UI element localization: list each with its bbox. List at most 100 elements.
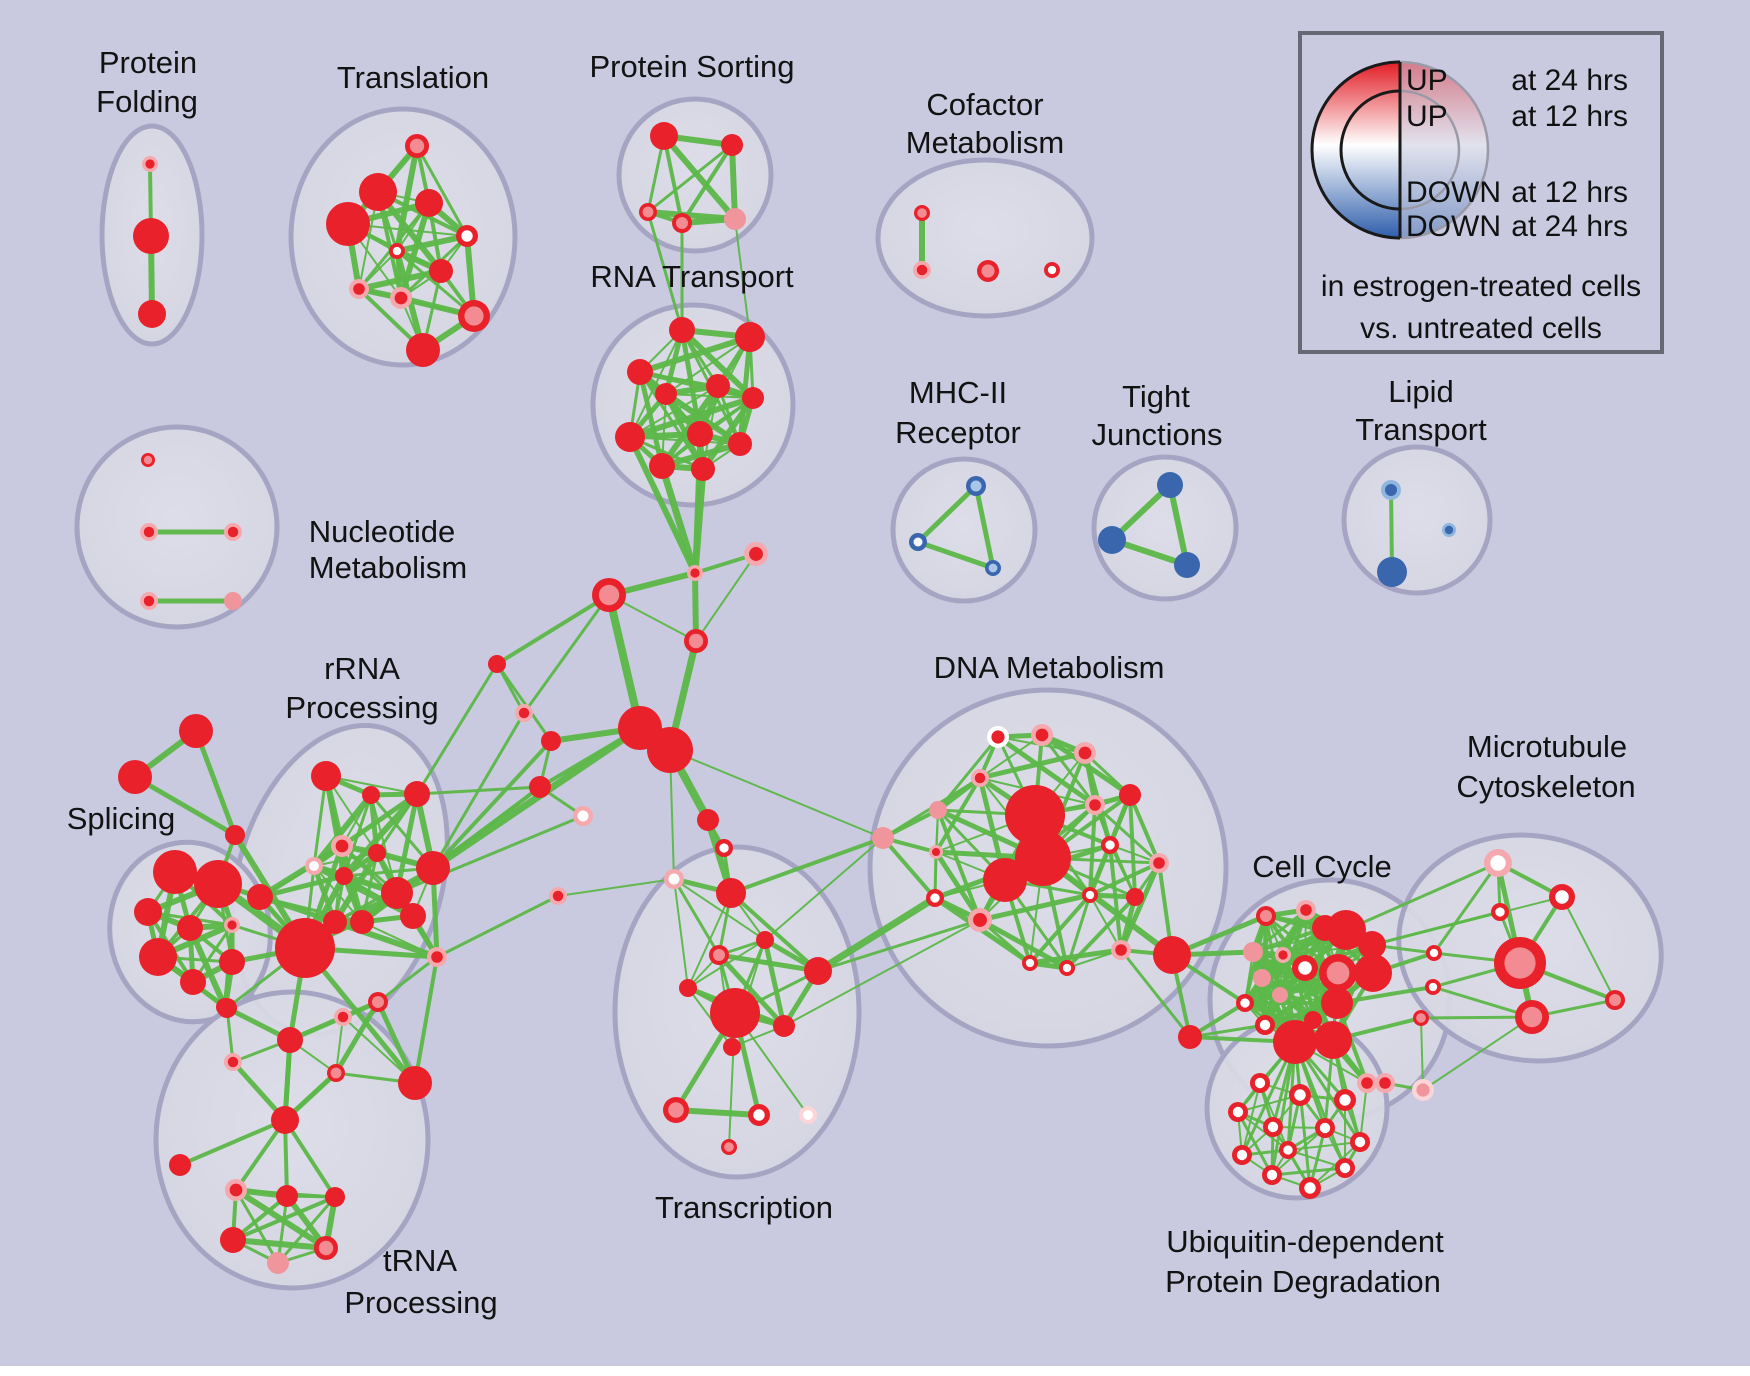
network-edge — [679, 327, 756, 401]
node-nm3-core — [227, 526, 239, 538]
network-edge — [1422, 1016, 1533, 1091]
node-d3-core — [1078, 746, 1092, 760]
network-edge — [431, 711, 526, 870]
node-cc6 — [1243, 942, 1263, 962]
network-edge — [276, 1195, 337, 1265]
network-edge — [673, 1107, 762, 1118]
cluster-label-dna-metabolism: DNA Metabolism — [934, 650, 1165, 685]
legend-time-down-12: at 12 hrs — [1511, 176, 1628, 209]
network-edge — [816, 918, 982, 973]
cluster-labels-layer: Protein Folding Translation Protein Sorting… — [67, 45, 1636, 1320]
network-edge — [325, 775, 418, 795]
node-d16-core — [973, 913, 987, 927]
cluster-trna-processing — [153, 989, 431, 1291]
node-ub8-core — [1236, 1149, 1248, 1161]
node-p2-core — [552, 890, 564, 902]
cluster-label-protein-folding-line1: Protein — [99, 45, 197, 80]
network-edge — [312, 774, 328, 868]
node-cc10 — [1354, 954, 1392, 992]
node-d5 — [929, 801, 947, 819]
node-mt7-core — [1429, 948, 1439, 958]
legend-inner-ring-right — [1399, 89, 1461, 211]
network-edge — [881, 836, 937, 900]
network-edge — [673, 878, 766, 941]
node-d21-core — [1062, 963, 1072, 973]
node-tc7 — [710, 988, 760, 1038]
legend-time-down-24: at 24 hrs — [1511, 210, 1628, 243]
node-rr1 — [311, 761, 341, 791]
network-edge — [230, 1237, 329, 1251]
node-cc15 — [1321, 987, 1353, 1019]
network-edge — [669, 749, 884, 839]
node-cc4 — [1326, 910, 1366, 950]
node-tn12 — [325, 1187, 345, 1207]
node-d7 — [1119, 784, 1141, 806]
node-rr5-core — [309, 861, 319, 871]
node-sp4 — [177, 915, 203, 941]
node-d9 — [1005, 785, 1065, 845]
legend-dir-down-24: DOWN — [1406, 210, 1501, 243]
network-edge — [415, 662, 499, 796]
node-T1 — [697, 809, 719, 831]
cluster-label-cofactor-metabolism-line1: Cofactor — [926, 87, 1043, 122]
cluster-label-ubiquitin-degradation-line2: Protein Degradation — [1165, 1264, 1441, 1299]
node-tr1-core — [409, 138, 425, 154]
node-x1 — [488, 655, 506, 673]
node-ub6-core — [1319, 1122, 1331, 1134]
node-ub7-core — [1354, 1136, 1366, 1148]
node-mh3-core — [988, 563, 998, 573]
node-d18 — [1126, 888, 1144, 906]
network-edge — [627, 434, 698, 576]
node-tn15 — [267, 1252, 289, 1274]
node-tc5 — [804, 957, 832, 985]
cluster-label-microtubule-cytoskeleton-line2: Cytoskeleton — [1456, 769, 1635, 804]
node-tc12-core — [803, 1110, 813, 1120]
network-edge — [716, 952, 821, 974]
node-pf2 — [133, 218, 169, 254]
cluster-label-trna-processing-line1: tRNA — [383, 1243, 457, 1278]
legend-outer-ring-right — [1399, 60, 1490, 240]
legend-faded-half — [1400, 62, 1488, 238]
legend-inner-ring-left — [1339, 89, 1401, 211]
node-d14-core — [1153, 857, 1165, 869]
node-x2-core — [518, 707, 530, 719]
network-edge — [605, 591, 644, 732]
node-tr3 — [326, 202, 370, 246]
node-ub5-core — [1267, 1121, 1279, 1133]
network-edge — [629, 385, 719, 438]
network-edge — [557, 878, 675, 897]
node-q1-core — [688, 633, 704, 649]
network-edge — [1420, 1017, 1424, 1091]
network-edge — [1188, 1023, 1267, 1039]
network-edge — [415, 144, 469, 238]
node-ub2-core — [1294, 1089, 1306, 1101]
node-H2 — [647, 727, 693, 773]
network-edge — [341, 791, 420, 879]
node-ps3-core — [642, 206, 654, 218]
network-edge — [1259, 1082, 1289, 1151]
cluster-label-microtubule-cytoskeleton-line1: Microtubule — [1467, 729, 1627, 764]
cluster-cofactor-metabolism — [875, 157, 1095, 319]
node-tr4 — [415, 189, 443, 217]
node-rr10 — [323, 910, 347, 934]
network-edge — [995, 734, 1098, 808]
node-pf1-core — [145, 159, 155, 169]
network-edge — [1027, 947, 1124, 966]
node-ps5 — [724, 208, 746, 230]
network-edge — [915, 483, 979, 545]
cluster-nucleotide-metabolism — [74, 424, 280, 630]
cluster-label-mhc-ii-receptor-line2: Receptor — [895, 415, 1021, 450]
node-d17-core — [1085, 890, 1095, 900]
node-tr2 — [359, 173, 397, 211]
cluster-label-tight-junctions-line2: Junctions — [1092, 417, 1223, 452]
node-mt2-core — [1555, 890, 1569, 904]
network-edge — [335, 1016, 344, 1074]
network-edge — [394, 233, 470, 254]
network-edge — [762, 937, 787, 1029]
node-cc16 — [1273, 1020, 1317, 1064]
network-edge — [1243, 1001, 1315, 1022]
node-d15-core — [930, 893, 940, 903]
network-edge — [431, 739, 553, 870]
cluster-label-nucleotide-metabolism-line1: Nucleotide — [309, 514, 455, 549]
node-cc7-core — [1278, 950, 1288, 960]
